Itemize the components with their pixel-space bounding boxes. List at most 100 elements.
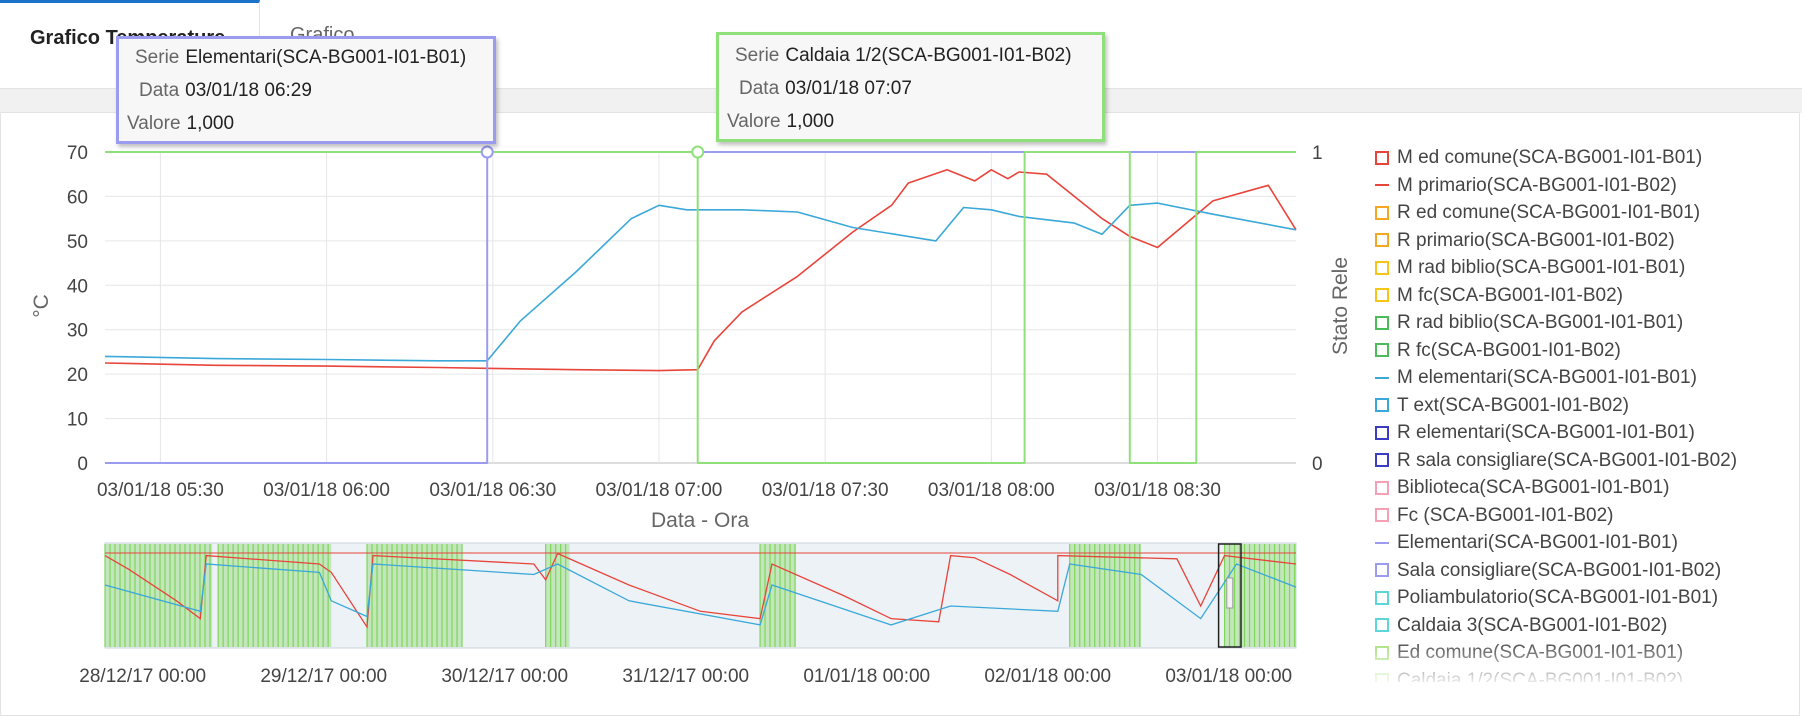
main-series: [104, 145, 1297, 464]
y2-axis-title: Stato Rele: [1329, 257, 1352, 355]
legend-item[interactable]: Fc (SCA-BG001-I01-B02): [1375, 502, 1795, 530]
tooltip-data-label: Data: [139, 80, 180, 101]
legend-line-marker: [1375, 376, 1389, 379]
main-axes: 0 10 20 30 40 50 60 70 0 1 03/01/18 05:30 03/01/18 …: [67, 143, 1323, 501]
legend-square-marker: [1375, 343, 1389, 358]
y2-tick-label: 0: [1312, 454, 1323, 475]
main-grid: [105, 151, 1296, 464]
legend-line-marker: [1375, 184, 1389, 187]
legend-square-marker: [1375, 315, 1389, 330]
legend-item[interactable]: Biblioteca(SCA-BG001-I01-B01): [1375, 474, 1795, 502]
x-tick-label: 03/01/18 08:30: [1094, 480, 1221, 501]
legend-item-label: Elementari(SCA-BG001-I01-B01): [1397, 532, 1678, 554]
legend-item[interactable]: M elementari(SCA-BG001-I01-B01): [1375, 364, 1795, 392]
legend-item-label: M fc(SCA-BG001-I01-B02): [1397, 284, 1623, 306]
legend-item-label: R sala consigliare(SCA-BG001-I01-B02): [1397, 449, 1738, 471]
legend-square-marker: [1375, 260, 1389, 275]
x-tick-label: 03/01/18 05:30: [97, 480, 224, 501]
legend-square-marker: [1375, 233, 1389, 248]
legend-square-marker: [1375, 480, 1389, 495]
tooltip-serie-label: Serie: [135, 47, 180, 68]
legend-square-marker: [1375, 288, 1389, 303]
tooltip-elementari: Serie Elementari(SCA-BG001-I01-B01) Data 0…: [116, 36, 496, 144]
navigator-tick-label: 02/01/18 00:00: [984, 666, 1111, 687]
legend-item[interactable]: M rad biblio(SCA-BG001-I01-B01): [1375, 254, 1795, 282]
legend-square-marker: [1375, 618, 1389, 633]
legend-item[interactable]: R fc(SCA-BG001-I01-B02): [1375, 337, 1795, 365]
legend-item-label: R elementari(SCA-BG001-I01-B01): [1397, 422, 1695, 444]
legend-item[interactable]: R ed comune(SCA-BG001-I01-B01): [1375, 199, 1795, 227]
hover-point-caldaia: [691, 145, 705, 159]
legend-item-label: M primario(SCA-BG001-I01-B02): [1397, 174, 1677, 196]
legend-item[interactable]: Caldaia 3(SCA-BG001-I01-B02): [1375, 612, 1795, 640]
series-line: [104, 202, 1297, 362]
legend-item[interactable]: Poliambulatorio(SCA-BG001-I01-B01): [1375, 584, 1795, 612]
y-axis-title: °C: [30, 294, 53, 318]
legend-item[interactable]: M primario(SCA-BG001-I01-B02): [1375, 172, 1795, 200]
legend-square-marker: [1375, 563, 1389, 578]
navigator-tick-label: 29/12/17 00:00: [260, 666, 387, 687]
legend-item[interactable]: M fc(SCA-BG001-I01-B02): [1375, 282, 1795, 310]
navigator-relay-band: [1069, 544, 1142, 647]
legend-item-label: Biblioteca(SCA-BG001-I01-B01): [1397, 477, 1670, 499]
y-tick-label: 40: [67, 276, 88, 297]
legend-item-label: Poliambulatorio(SCA-BG001-I01-B01): [1397, 587, 1719, 609]
tooltip-serie-value: Elementari(SCA-BG001-I01-B01): [185, 47, 467, 68]
y-tick-label: 50: [67, 232, 88, 253]
tooltip-valore-value: 1,000: [186, 113, 235, 134]
legend-square-marker: [1375, 150, 1389, 165]
legend-item[interactable]: Ed comune(SCA-BG001-I01-B01): [1375, 639, 1795, 667]
legend-item-label: M rad biblio(SCA-BG001-I01-B01): [1397, 257, 1686, 279]
legend-item-label: R rad biblio(SCA-BG001-I01-B01): [1397, 312, 1684, 334]
navigator-red-line: [104, 552, 1297, 629]
tooltip-serie-value: Caldaia 1/2(SCA-BG001-I01-B02): [785, 45, 1072, 66]
legend-square-marker: [1375, 398, 1389, 413]
legend-line-marker: [1375, 541, 1389, 544]
tooltip-valore-label: Valore: [727, 111, 781, 132]
legend-item-label: Fc (SCA-BG001-I01-B02): [1397, 504, 1614, 526]
x-tick-label: 03/01/18 06:30: [429, 480, 556, 501]
legend-square-marker: [1375, 425, 1389, 440]
tooltip-caldaia: Serie Caldaia 1/2(SCA-BG001-I01-B02) Data…: [716, 32, 1105, 142]
legend-item-label: T ext(SCA-BG001-I01-B02): [1397, 394, 1629, 416]
legend-item-label: R fc(SCA-BG001-I01-B02): [1397, 339, 1621, 361]
legend-square-marker: [1375, 508, 1389, 523]
y-tick-label: 70: [67, 143, 88, 164]
x-tick-label: 03/01/18 08:00: [928, 480, 1055, 501]
legend-item[interactable]: Sala consigliare(SCA-BG001-I01-B02): [1375, 557, 1795, 585]
tooltip-data-label: Data: [739, 78, 780, 99]
navigator-tick-label: 30/12/17 00:00: [441, 666, 568, 687]
legend-item[interactable]: Caldaia 1/2(SCA-BG001-I01-B02): [1375, 667, 1795, 682]
tooltip-valore-value: 1,000: [786, 111, 835, 132]
legend-item[interactable]: M ed comune(SCA-BG001-I01-B01): [1375, 144, 1795, 172]
legend-item[interactable]: R rad biblio(SCA-BG001-I01-B01): [1375, 309, 1795, 337]
legend-item-label: Caldaia 3(SCA-BG001-I01-B02): [1397, 614, 1668, 636]
y-tick-label: 10: [67, 410, 88, 431]
x-axis-title: Data - Ora: [651, 509, 749, 532]
legend-item-label: R primario(SCA-BG001-I01-B02): [1397, 229, 1675, 251]
legend-item[interactable]: Elementari(SCA-BG001-I01-B01): [1375, 529, 1795, 557]
tooltip-valore-label: Valore: [127, 113, 181, 134]
tooltip-data-value: 03/01/18 06:29: [185, 80, 312, 101]
hover-point-elementari: [480, 145, 494, 159]
navigator-tick-label: 03/01/18 00:00: [1165, 666, 1292, 687]
y2-tick-label: 1: [1312, 143, 1323, 164]
legend-item[interactable]: R primario(SCA-BG001-I01-B02): [1375, 227, 1795, 255]
legend-square-marker: [1375, 673, 1389, 682]
legend-item[interactable]: T ext(SCA-BG001-I01-B02): [1375, 392, 1795, 420]
legend-square-marker: [1375, 645, 1389, 660]
legend-item-label: Ed comune(SCA-BG001-I01-B01): [1397, 642, 1684, 664]
y-tick-label: 60: [67, 187, 88, 208]
series-line: [105, 151, 1296, 464]
navigator-relay-band: [105, 544, 213, 647]
y-tick-label: 20: [67, 365, 88, 386]
legend-item[interactable]: R elementari(SCA-BG001-I01-B01): [1375, 419, 1795, 447]
x-tick-label: 03/01/18 07:00: [596, 480, 723, 501]
tooltip-data-value: 03/01/18 07:07: [785, 78, 912, 99]
legend-square-marker: [1375, 590, 1389, 605]
chart-legend: M ed comune(SCA-BG001-I01-B01) M primario…: [1375, 144, 1795, 682]
navigator[interactable]: 28/12/17 00:00 29/12/17 00:00 30/12/17 00:…: [79, 542, 1297, 687]
legend-item-label: R ed comune(SCA-BG001-I01-B01): [1397, 202, 1701, 224]
legend-item[interactable]: R sala consigliare(SCA-BG001-I01-B02): [1375, 447, 1795, 475]
